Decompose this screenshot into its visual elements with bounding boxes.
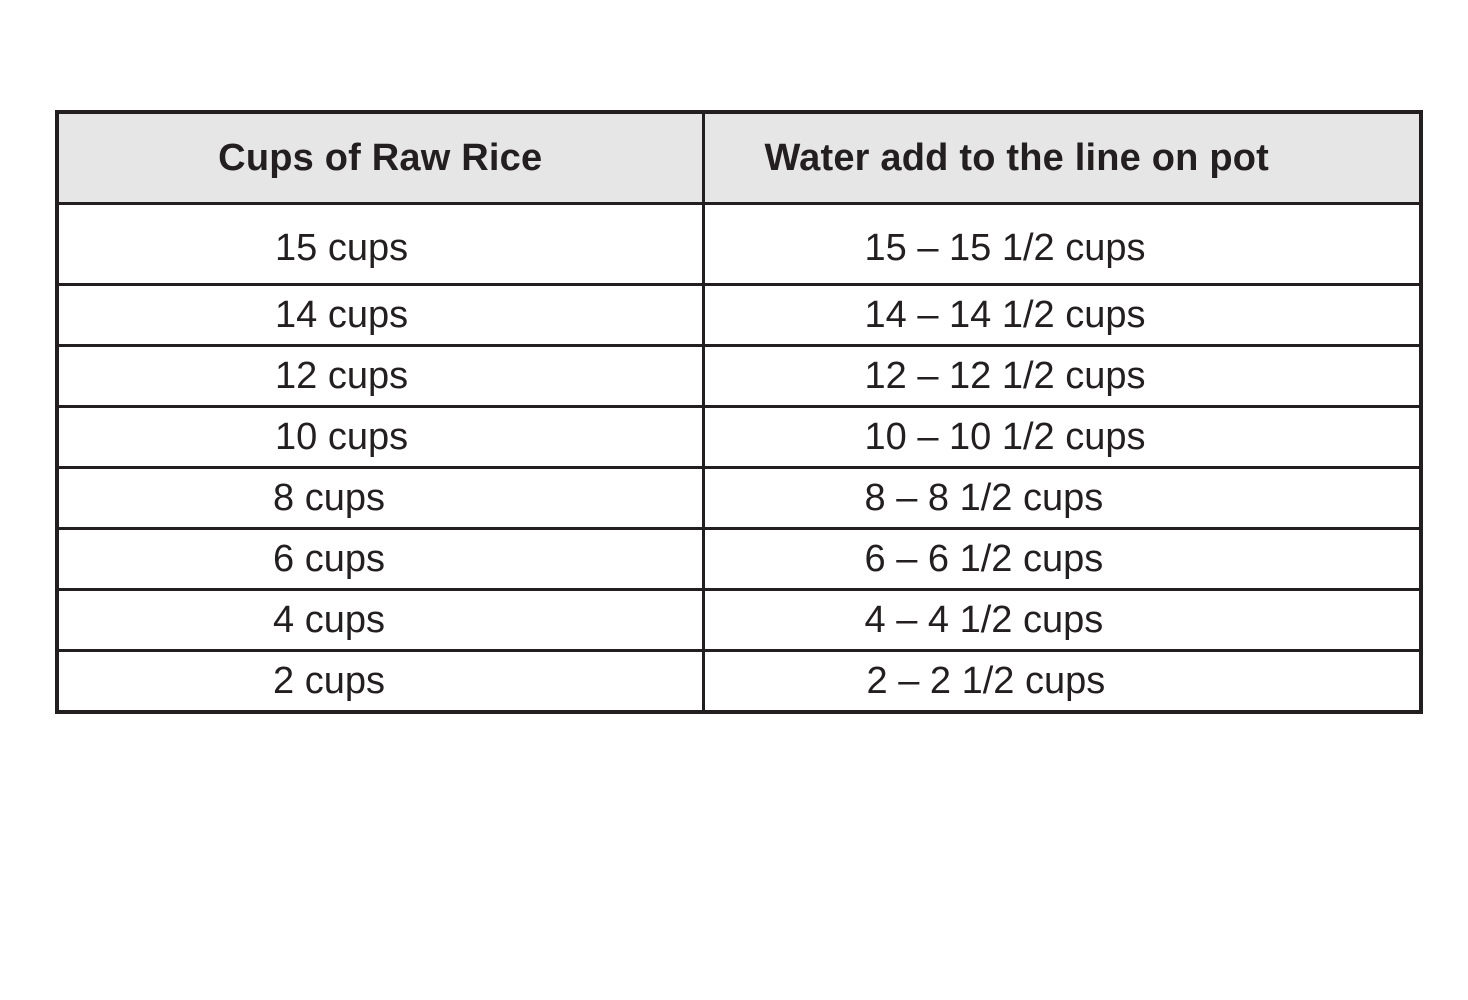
water-cell: 12 – 12 1/2 cups: [701, 344, 1423, 408]
water-cell: 10 – 10 1/2 cups: [701, 405, 1423, 469]
water-cell: 15 – 15 1/2 cups: [701, 202, 1423, 286]
table-row: 8 cups 8 – 8 1/2 cups: [55, 466, 1423, 530]
water-cell: 4 – 4 1/2 cups: [701, 588, 1423, 652]
table-row: 10 cups 10 – 10 1/2 cups: [55, 405, 1423, 469]
table-row: 4 cups 4 – 4 1/2 cups: [55, 588, 1423, 652]
raw-rice-cell: 12 cups: [55, 344, 705, 408]
raw-rice-cell: 10 cups: [55, 405, 705, 469]
water-cell: 14 – 14 1/2 cups: [701, 283, 1423, 347]
water-cell: 6 – 6 1/2 cups: [701, 527, 1423, 591]
rice-water-table: Cups of Raw Rice Water add to the line o…: [55, 110, 1423, 714]
raw-rice-cell: 15 cups: [55, 202, 705, 286]
table-row: 6 cups 6 – 6 1/2 cups: [55, 527, 1423, 591]
table-header-row: Cups of Raw Rice Water add to the line o…: [55, 110, 1423, 205]
header-raw-rice: Cups of Raw Rice: [55, 110, 705, 205]
raw-rice-cell: 8 cups: [55, 466, 705, 530]
table-row: 15 cups 15 – 15 1/2 cups: [55, 202, 1423, 286]
table-row: 12 cups 12 – 12 1/2 cups: [55, 344, 1423, 408]
raw-rice-cell: 2 cups: [55, 649, 705, 714]
raw-rice-cell: 6 cups: [55, 527, 705, 591]
header-water: Water add to the line on pot: [701, 110, 1423, 205]
raw-rice-cell: 4 cups: [55, 588, 705, 652]
water-cell: 2 – 2 1/2 cups: [701, 649, 1423, 714]
water-cell: 8 – 8 1/2 cups: [701, 466, 1423, 530]
table-row: 2 cups 2 – 2 1/2 cups: [55, 649, 1423, 714]
raw-rice-cell: 14 cups: [55, 283, 705, 347]
table-row: 14 cups 14 – 14 1/2 cups: [55, 283, 1423, 347]
